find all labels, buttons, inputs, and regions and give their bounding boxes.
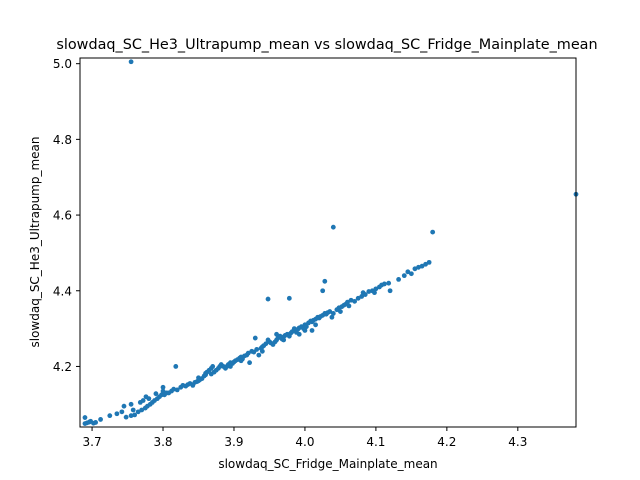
data-point xyxy=(387,288,393,294)
data-point xyxy=(330,224,336,230)
data-point xyxy=(345,299,350,305)
data-point xyxy=(372,290,377,296)
data-point xyxy=(302,328,308,333)
x-tick-label: 3.8 xyxy=(153,435,172,449)
y-tick-label: 4.8 xyxy=(53,133,72,147)
data-point xyxy=(373,286,379,292)
data-point xyxy=(330,311,336,316)
data-point xyxy=(281,337,287,343)
data-point xyxy=(252,335,258,341)
data-point xyxy=(423,261,428,267)
data-point xyxy=(140,398,146,403)
data-point xyxy=(135,409,141,415)
x-tick-label: 4.0 xyxy=(295,435,314,449)
data-point xyxy=(265,296,271,302)
data-point xyxy=(132,412,138,418)
data-point xyxy=(362,292,368,297)
data-point xyxy=(396,277,401,282)
data-point xyxy=(303,324,309,330)
data-point xyxy=(329,314,335,320)
data-point xyxy=(82,415,88,420)
data-point xyxy=(327,309,333,314)
data-point xyxy=(238,358,244,364)
data-point xyxy=(286,295,292,301)
x-tick-label: 4.1 xyxy=(366,435,385,449)
y-axis: 4.2 4.4 4.6 4.8 5.0 xyxy=(53,57,80,374)
chart-title: slowdaq_SC_He3_Ultrapump_mean vs slowdaq… xyxy=(56,37,597,53)
data-point xyxy=(426,259,432,265)
data-point xyxy=(274,331,279,337)
data-point xyxy=(382,281,387,287)
data-point xyxy=(114,411,120,417)
data-point xyxy=(128,59,134,65)
data-point xyxy=(408,271,414,277)
data-point xyxy=(107,413,113,419)
data-point xyxy=(430,229,436,235)
data-point xyxy=(93,420,99,425)
data-point xyxy=(190,382,196,388)
data-point xyxy=(386,280,392,286)
data-point xyxy=(254,347,260,352)
data-point xyxy=(228,364,233,369)
data-point xyxy=(210,364,216,369)
data-point xyxy=(259,348,265,354)
data-point xyxy=(153,391,159,397)
data-point xyxy=(196,378,201,384)
x-tick-label: 4.3 xyxy=(508,435,527,449)
data-point xyxy=(313,322,318,328)
data-point xyxy=(174,387,180,393)
data-point xyxy=(352,298,358,304)
data-point xyxy=(320,288,326,294)
data-point xyxy=(143,394,149,400)
data-point xyxy=(245,350,251,356)
y-tick-label: 4.2 xyxy=(53,360,72,374)
data-point xyxy=(338,309,343,314)
data-point xyxy=(119,409,125,415)
data-point xyxy=(128,401,134,407)
data-point xyxy=(263,341,269,347)
data-point xyxy=(355,295,361,301)
data-point xyxy=(160,384,166,390)
x-tick-label: 4.2 xyxy=(437,435,456,449)
data-point xyxy=(296,331,302,337)
x-axis: 3.7 3.8 3.9 4.0 4.1 4.2 4.3 xyxy=(83,427,527,449)
points-layer xyxy=(82,59,579,426)
data-point xyxy=(256,352,262,358)
x-tick-label: 3.9 xyxy=(224,435,243,449)
data-point xyxy=(291,326,297,331)
data-point xyxy=(139,407,145,413)
data-point xyxy=(359,294,365,299)
data-point xyxy=(203,370,209,376)
data-point xyxy=(121,403,127,409)
data-point xyxy=(419,263,425,269)
y-tick-label: 4.6 xyxy=(53,209,72,223)
plot-frame xyxy=(79,57,577,428)
y-tick-label: 4.4 xyxy=(53,284,72,298)
y-axis-label: slowdaq_SC_He3_Ultrapump_mean xyxy=(28,136,42,347)
data-point xyxy=(322,278,328,284)
data-point xyxy=(405,269,411,275)
data-point xyxy=(123,414,129,420)
x-tick-label: 3.7 xyxy=(83,435,102,449)
data-point xyxy=(130,407,136,413)
data-point xyxy=(309,328,315,333)
data-point xyxy=(98,417,103,422)
x-axis-label: slowdaq_SC_Fridge_Mainplate_mean xyxy=(218,457,437,471)
data-point xyxy=(401,273,407,279)
data-point xyxy=(173,364,179,369)
data-point xyxy=(247,360,252,366)
y-tick-label: 5.0 xyxy=(53,57,72,71)
data-point xyxy=(346,303,352,309)
data-point xyxy=(160,388,166,394)
